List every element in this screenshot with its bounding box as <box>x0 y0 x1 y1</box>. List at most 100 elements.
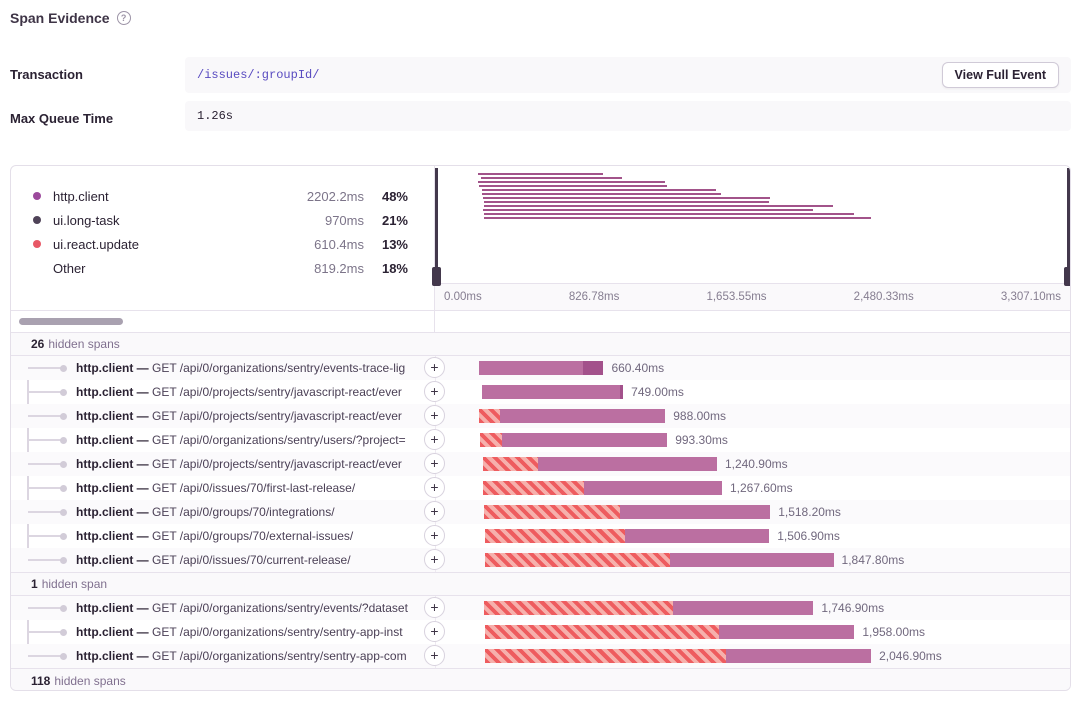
span-op-name: http.client — <box>76 481 152 495</box>
tree-node-dot-icon <box>60 365 67 372</box>
expand-span-button[interactable]: + <box>424 477 445 498</box>
axis-tick-label: 0.00ms <box>444 291 482 304</box>
span-duration-bar[interactable] <box>479 433 668 447</box>
span-tree-panel: http.client 2202.2ms 48% ui.long-task 970ms 2… <box>10 165 1071 691</box>
max-queue-time-row: Max Queue Time 1.26s <box>10 101 1071 131</box>
section-rows: http.client — GET /api/0/organizations/s… <box>11 356 1070 572</box>
tree-node-dot-icon <box>60 437 67 444</box>
hidden-spans-header[interactable]: 118 hidden spans <box>11 668 1070 690</box>
question-circle-icon[interactable]: ? <box>116 11 131 25</box>
span-duration-bar[interactable] <box>482 457 717 471</box>
minimap-left-handle[interactable] <box>432 168 441 287</box>
hidden-spans-label: hidden spans <box>48 337 120 351</box>
legend-row: Other 819.2ms 18% <box>11 256 434 280</box>
hidden-spans-header[interactable]: 26 hidden spans <box>11 332 1070 356</box>
span-duration-bar[interactable] <box>484 625 855 639</box>
tree-node-dot-icon <box>60 557 67 564</box>
span-op-name: http.client — <box>76 433 152 447</box>
span-row: http.client — GET /api/0/organizations/s… <box>11 596 1070 620</box>
minimap-span-bar <box>483 213 854 215</box>
span-description-text: GET /api/0/issues/70/first-last-release/ <box>152 481 356 495</box>
span-bar-affected-segment <box>484 625 720 639</box>
span-bar-affected-segment <box>484 553 671 567</box>
span-duration-bar[interactable] <box>484 649 872 663</box>
span-duration-label: 1,267.60ms <box>729 481 793 495</box>
legend-dot-icon <box>33 240 41 248</box>
expand-span-button[interactable]: + <box>424 501 445 522</box>
span-row-description: http.client — GET /api/0/groups/70/integ… <box>11 500 435 524</box>
tree-connector-line <box>28 607 61 609</box>
span-timeline-cell: 1,518.20ms <box>435 500 1070 524</box>
span-row-description: http.client — GET /api/0/projects/sentry… <box>11 404 435 428</box>
legend-percent-value: 48% <box>381 188 408 204</box>
span-duration-bar[interactable] <box>482 481 722 495</box>
span-row-description: http.client — GET /api/0/groups/70/exter… <box>11 524 435 548</box>
span-row: http.client — GET /api/0/organizations/s… <box>11 644 1070 668</box>
span-sections: 26 hidden spans http.client — GET /api/0/o… <box>11 332 1070 690</box>
span-duration-bar[interactable] <box>478 361 604 375</box>
expand-span-button[interactable]: + <box>424 453 445 474</box>
expand-span-button[interactable]: + <box>424 621 445 642</box>
tree-node-dot-icon <box>60 605 67 612</box>
span-label: http.client — GET /api/0/organizations/s… <box>76 356 431 380</box>
transaction-link[interactable]: /issues/:groupId/ <box>197 68 320 82</box>
expand-span-button[interactable]: + <box>424 645 445 666</box>
expand-span-button[interactable]: + <box>424 525 445 546</box>
hidden-spans-header[interactable]: 1 hidden span <box>11 572 1070 596</box>
hidden-spans-count: 1 <box>31 577 38 591</box>
span-timeline-cell: 1,240.90ms <box>435 452 1070 476</box>
hidden-spans-label: hidden span <box>41 577 108 591</box>
span-row-description: http.client — GET /api/0/organizations/s… <box>11 596 435 620</box>
span-description-text: GET /api/0/organizations/sentry/sentry-a… <box>152 625 403 639</box>
expand-span-button[interactable]: + <box>424 381 445 402</box>
span-duration-bar[interactable] <box>484 553 834 567</box>
minimap-right-handle[interactable] <box>1064 168 1070 287</box>
axis-tick-label: 3,307.10ms <box>1000 291 1061 304</box>
span-duration-label: 2,046.90ms <box>879 649 942 663</box>
span-duration-bar[interactable] <box>483 505 771 519</box>
span-op-name: http.client — <box>76 553 152 567</box>
tree-connector-line <box>28 559 61 561</box>
span-duration-bar[interactable] <box>481 385 624 399</box>
span-bar-affected-segment <box>483 505 621 519</box>
tree-node-dot-icon <box>60 533 67 540</box>
view-full-event-button[interactable]: View Full Event <box>941 62 1059 88</box>
span-timeline-cell: 2,046.90ms <box>435 644 1070 668</box>
span-row: http.client — GET /api/0/organizations/s… <box>11 428 1070 452</box>
span-row-description: http.client — GET /api/0/organizations/s… <box>11 428 435 452</box>
trace-minimap[interactable] <box>432 166 1070 287</box>
legend-row: ui.react.update 610.4ms 13% <box>11 232 434 256</box>
span-bar-affected-segment <box>478 409 500 423</box>
span-bar-dark-segment <box>620 385 624 399</box>
minimap-span-bar <box>478 185 667 187</box>
legend-dot-icon <box>33 192 41 200</box>
span-label: http.client — GET /api/0/organizations/s… <box>76 620 431 644</box>
time-axis: 0.00ms 826.78ms 1,653.55ms 2,480.33ms 3,307.… <box>435 283 1070 310</box>
span-duration-bar[interactable] <box>478 409 666 423</box>
minimap-span-bar <box>481 193 722 195</box>
expand-span-button[interactable]: + <box>424 429 445 450</box>
span-duration-bar[interactable] <box>483 601 814 615</box>
span-timeline-cell: 1,267.60ms <box>435 476 1070 500</box>
expand-span-button[interactable]: + <box>424 405 445 426</box>
span-row-description: http.client — GET /api/0/organizations/s… <box>11 356 435 380</box>
span-duration-label: 749.00ms <box>631 385 684 399</box>
expand-span-button[interactable]: + <box>424 357 445 378</box>
panel-top: http.client 2202.2ms 48% ui.long-task 970ms 2… <box>11 166 1070 311</box>
max-queue-time-label: Max Queue Time <box>10 111 114 126</box>
span-duration-label: 1,240.90ms <box>724 457 788 471</box>
tree-connector-line <box>28 463 61 465</box>
span-duration-bar[interactable] <box>484 529 770 543</box>
span-row: http.client — GET /api/0/projects/sentry… <box>11 404 1070 428</box>
span-label: http.client — GET /api/0/groups/70/exter… <box>76 524 431 548</box>
horizontal-scrollbar[interactable] <box>19 318 123 325</box>
span-timeline-cell: 1,958.00ms <box>435 620 1070 644</box>
expand-span-button[interactable]: + <box>424 549 445 570</box>
expand-span-button[interactable]: + <box>424 597 445 618</box>
scrollbar-row <box>11 311 1070 332</box>
hidden-spans-count: 26 <box>31 337 45 351</box>
tree-connector-line <box>28 511 61 513</box>
span-row: http.client — GET /api/0/organizations/s… <box>11 356 1070 380</box>
key-value-fields: Transaction /issues/:groupId/ View Full … <box>10 57 1071 131</box>
minimap-span-bar <box>482 197 770 199</box>
